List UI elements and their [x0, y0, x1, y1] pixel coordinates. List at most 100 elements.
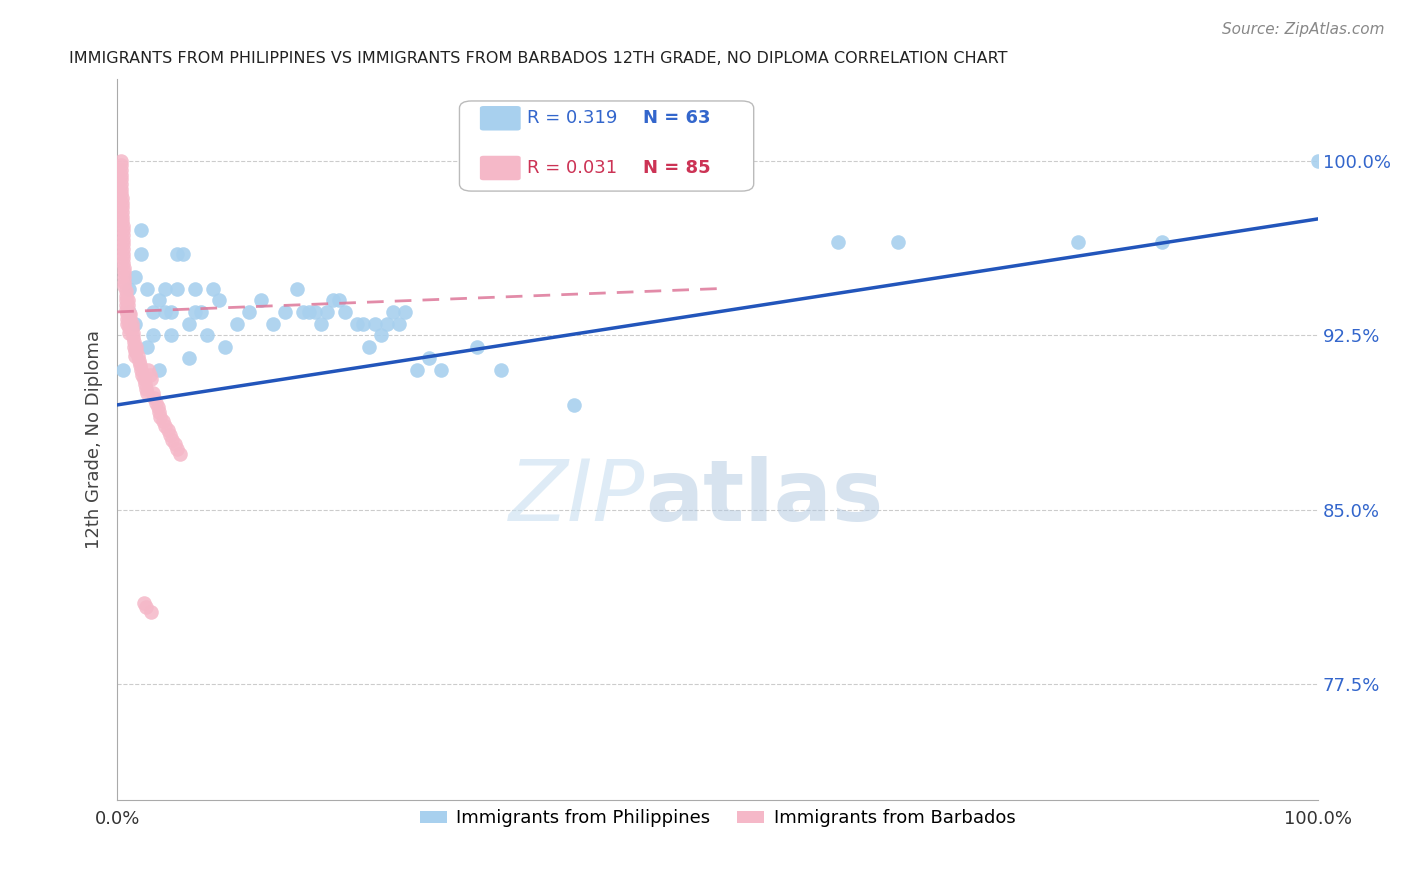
Point: [156, 424, 179, 438]
Point: [121, 321, 143, 335]
Text: 100.0%: 100.0%: [1284, 810, 1353, 828]
Point: [136, 282, 159, 296]
Point: [111, 214, 134, 228]
Point: [145, 395, 167, 409]
Point: [118, 317, 141, 331]
FancyBboxPatch shape: [460, 101, 754, 191]
Point: [124, 349, 146, 363]
Point: [118, 326, 141, 340]
Point: [132, 372, 155, 386]
Point: [110, 181, 132, 195]
Point: [117, 298, 139, 312]
Point: [370, 328, 392, 343]
Point: [115, 311, 138, 326]
Point: [118, 311, 141, 326]
Point: [115, 317, 138, 331]
Point: [149, 409, 172, 424]
Point: [112, 252, 135, 266]
Point: [131, 368, 153, 382]
Point: [148, 293, 170, 308]
FancyBboxPatch shape: [479, 156, 520, 180]
Text: 0.0%: 0.0%: [94, 810, 139, 828]
Point: [1067, 235, 1090, 249]
Point: [132, 596, 155, 610]
Point: [142, 386, 165, 401]
Point: [166, 442, 188, 456]
Point: [121, 326, 143, 340]
Point: [127, 349, 149, 363]
Point: [142, 328, 165, 343]
Point: [208, 293, 231, 308]
Point: [226, 317, 249, 331]
Point: [110, 186, 132, 201]
Text: N = 85: N = 85: [643, 159, 711, 177]
Point: [125, 344, 148, 359]
Point: [162, 433, 184, 447]
Point: [388, 317, 411, 331]
Point: [328, 293, 350, 308]
Point: [467, 340, 489, 354]
Point: [316, 305, 339, 319]
Point: [491, 363, 513, 377]
Point: [136, 340, 159, 354]
Point: [155, 305, 177, 319]
Point: [135, 382, 157, 396]
Point: [138, 368, 160, 382]
Point: [195, 328, 218, 343]
Point: [359, 340, 381, 354]
Point: [129, 246, 152, 260]
Point: [364, 317, 387, 331]
Point: [114, 302, 136, 317]
Point: [118, 321, 141, 335]
Point: [394, 305, 416, 319]
Point: [110, 172, 132, 186]
Point: [114, 293, 136, 308]
Point: [311, 317, 333, 331]
Point: [139, 605, 162, 619]
Point: [112, 260, 135, 275]
Point: [179, 317, 201, 331]
Point: [1150, 235, 1173, 249]
Point: [112, 242, 135, 256]
Point: [111, 210, 134, 224]
Point: [352, 317, 374, 331]
Point: [134, 376, 156, 391]
Point: [112, 279, 135, 293]
Point: [111, 200, 134, 214]
Point: [129, 223, 152, 237]
Y-axis label: 12th Grade, No Diploma: 12th Grade, No Diploma: [86, 330, 103, 549]
Point: [172, 246, 194, 260]
Point: [110, 158, 132, 172]
Text: ZIP: ZIP: [509, 456, 645, 539]
Point: [111, 191, 134, 205]
Point: [160, 328, 183, 343]
Point: [117, 302, 139, 317]
Point: [238, 305, 260, 319]
Point: [121, 317, 143, 331]
Point: [117, 293, 139, 308]
Point: [262, 317, 284, 331]
Point: [122, 340, 145, 354]
Point: [110, 177, 132, 191]
Point: [148, 405, 170, 419]
Point: [111, 205, 134, 219]
Point: [129, 363, 152, 377]
Point: [124, 344, 146, 359]
Point: [112, 256, 135, 270]
Point: [166, 282, 188, 296]
Point: [562, 398, 585, 412]
Point: [120, 311, 142, 326]
Point: [124, 317, 146, 331]
Point: [124, 270, 146, 285]
Point: [418, 351, 440, 366]
Text: Source: ZipAtlas.com: Source: ZipAtlas.com: [1222, 22, 1385, 37]
Point: [136, 386, 159, 401]
Point: [250, 293, 273, 308]
Point: [112, 228, 135, 243]
Point: [163, 437, 186, 451]
Point: [190, 305, 212, 319]
Text: IMMIGRANTS FROM PHILIPPINES VS IMMIGRANTS FROM BARBADOS 12TH GRADE, NO DIPLOMA C: IMMIGRANTS FROM PHILIPPINES VS IMMIGRANT…: [69, 51, 1008, 66]
Point: [202, 282, 225, 296]
Point: [128, 353, 150, 368]
Point: [159, 428, 181, 442]
